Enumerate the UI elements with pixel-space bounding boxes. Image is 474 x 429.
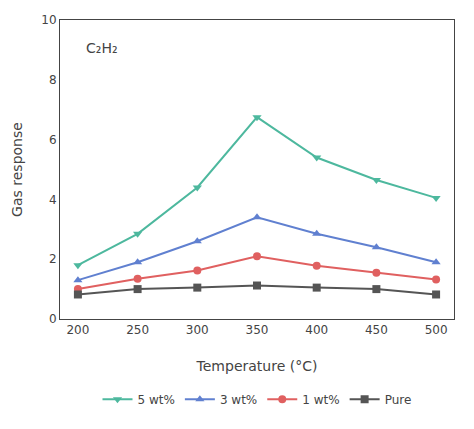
svg-text:200: 200	[66, 323, 89, 337]
svg-text:10: 10	[41, 13, 56, 27]
svg-text:Gas response: Gas response	[9, 122, 25, 217]
svg-text:C₂H₂: C₂H₂	[86, 40, 118, 56]
svg-text:8: 8	[49, 73, 57, 87]
svg-text:Pure: Pure	[385, 393, 412, 407]
svg-text:250: 250	[126, 323, 149, 337]
svg-text:300: 300	[186, 323, 209, 337]
svg-text:1 wt%: 1 wt%	[302, 393, 339, 407]
svg-text:4: 4	[49, 193, 57, 207]
svg-text:Temperature (°C): Temperature (°C)	[196, 358, 318, 374]
svg-text:450: 450	[365, 323, 388, 337]
svg-text:500: 500	[425, 323, 448, 337]
svg-text:2: 2	[49, 252, 57, 266]
svg-text:400: 400	[305, 323, 328, 337]
svg-text:5 wt%: 5 wt%	[138, 393, 175, 407]
svg-text:6: 6	[49, 133, 57, 147]
svg-text:0: 0	[49, 312, 57, 326]
svg-text:350: 350	[246, 323, 269, 337]
svg-text:3 wt%: 3 wt%	[220, 393, 257, 407]
